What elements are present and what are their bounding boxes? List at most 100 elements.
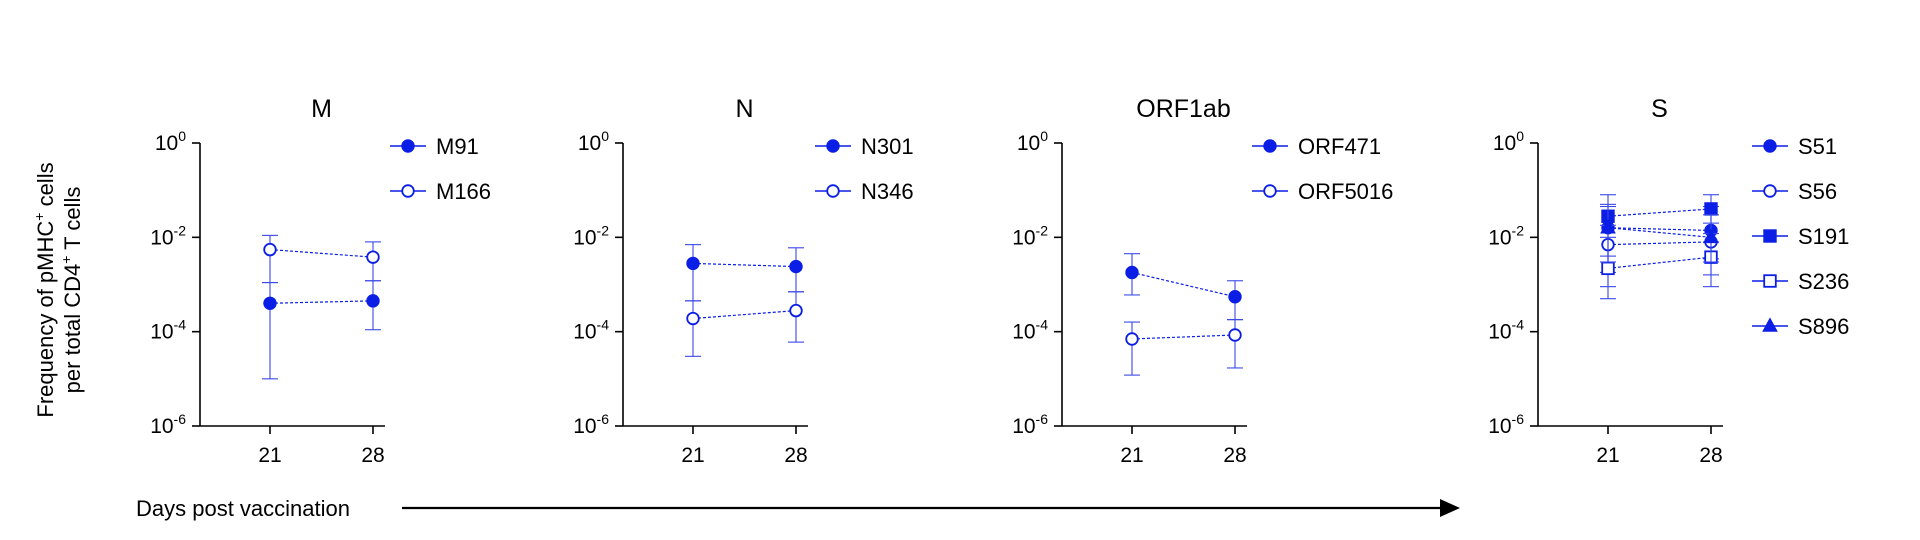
y-label-line2-sup: + (58, 256, 74, 264)
legend-marker (1263, 139, 1277, 153)
series-s896 (1600, 205, 1719, 263)
x-tick-label: 28 (361, 444, 384, 467)
y-tick-label: 100 (1017, 128, 1048, 155)
series-line (1131, 271, 1236, 298)
legend-marker (1763, 139, 1777, 153)
data-point (1228, 328, 1242, 342)
data-point (263, 296, 277, 310)
series-line (692, 309, 797, 320)
legend-label: ORF471 (1298, 134, 1381, 159)
y-tick-label: 10-2 (573, 222, 609, 249)
y-tick-label: 100 (1493, 128, 1524, 155)
y-tick-label: 10-6 (573, 411, 609, 438)
series-line (1607, 241, 1712, 246)
x-tick-label: 21 (258, 444, 281, 467)
y-tick-label: 10-6 (1012, 411, 1048, 438)
panel-n: N 100 10-2 10-4 10-6 21 28 N301 N346 (573, 95, 913, 467)
legend-marker (1763, 184, 1777, 198)
y-label-line2: per total CD4 (60, 264, 85, 394)
legend-item-s56: S56 (1752, 179, 1837, 204)
legend-marker (401, 139, 415, 153)
data-point (1601, 261, 1615, 276)
x-tick-label: 28 (1223, 444, 1246, 467)
series-line (1607, 256, 1712, 269)
x-tick-label: 21 (681, 444, 704, 467)
panel-title: S (1651, 95, 1668, 123)
data-point (366, 294, 380, 308)
legend-marker (1762, 317, 1778, 332)
legend-label: S191 (1798, 224, 1849, 249)
legend-label: N346 (861, 179, 914, 204)
data-point (1125, 332, 1139, 346)
series-s191 (1600, 194, 1719, 257)
x-tick-label: 21 (1120, 444, 1143, 467)
y-label-line1: Frequency of pMHC (33, 221, 58, 418)
y-tick-label: 10-6 (1488, 411, 1524, 438)
series-line (692, 262, 797, 268)
y-tick-label: 100 (578, 128, 609, 155)
x-tick-label: 21 (1596, 444, 1619, 467)
legend-item-s191: S191 (1752, 224, 1849, 249)
x-tick-label: 28 (784, 444, 807, 467)
legend-label: S56 (1798, 179, 1837, 204)
data-point (1704, 202, 1718, 216)
legend-item-n346: N346 (815, 179, 914, 204)
series-line (269, 248, 374, 258)
series-line (1607, 227, 1712, 238)
panel-title: ORF1ab (1136, 95, 1230, 123)
y-label-line1-end: cells (33, 162, 58, 212)
panel-title: N (735, 95, 753, 123)
data-point (366, 250, 380, 264)
data-point (789, 303, 803, 318)
panel-s: S 100 10-2 10-4 10-6 21 28 S51 S56 S191 S236 S896 (1488, 95, 1849, 467)
series-orf471 (1124, 253, 1243, 321)
legend-marker (401, 184, 415, 198)
legend-label: S236 (1798, 269, 1849, 294)
series-line (1607, 208, 1712, 217)
legend-label: M91 (436, 134, 479, 159)
legend-item-s51: S51 (1752, 134, 1837, 159)
legend-item-s896: S896 (1752, 314, 1849, 339)
data-point (686, 256, 700, 271)
y-tick-label: 10-2 (1012, 222, 1048, 249)
y-label-line2-end: T cells (60, 187, 85, 256)
data-point (1600, 219, 1616, 234)
legend-item-n301: N301 (815, 134, 914, 159)
legend-label: S51 (1798, 134, 1837, 159)
legend-label: S896 (1798, 314, 1849, 339)
panel-orf1ab: ORF1ab 100 10-2 10-4 10-6 21 28 ORF471 ORF5016 (1012, 95, 1393, 467)
legend-item-m91: M91 (390, 134, 479, 159)
series-line (1607, 227, 1712, 232)
series-line (269, 300, 374, 304)
svg-text:Frequency of pMHC+ cells: Frequency of pMHC+ cells (31, 162, 58, 417)
legend-label: ORF5016 (1298, 179, 1393, 204)
series-orf5016 (1124, 319, 1243, 376)
x-axis-label: Days post vaccination (136, 496, 350, 521)
series-m166 (262, 234, 381, 284)
y-tick-label: 10-4 (150, 317, 186, 344)
series-n301 (685, 244, 804, 302)
series-m91 (262, 280, 381, 380)
data-point (789, 259, 803, 274)
chart-panels: M 100 10-2 10-4 10-6 21 28 M91 M166 N 100 10-2 10-4 1… (150, 95, 1849, 467)
legend-label: N301 (861, 134, 914, 159)
series-n346 (685, 291, 804, 357)
data-point (1228, 290, 1242, 304)
svg-text:per total CD4+ T cells: per total CD4+ T cells (58, 187, 85, 394)
y-label-line1-sup: + (31, 213, 47, 221)
data-point (686, 311, 700, 326)
x-tick-label: 28 (1699, 444, 1722, 467)
x-axis-arrow-head (1440, 499, 1460, 517)
y-axis-label: Frequency of pMHC+ cells per total CD4+ … (31, 162, 85, 417)
legend-item-m166: M166 (390, 179, 491, 204)
data-point (1125, 265, 1139, 280)
panel-m: M 100 10-2 10-4 10-6 21 28 M91 M166 (150, 95, 491, 467)
data-point (1703, 228, 1719, 244)
legend-label: M166 (436, 179, 491, 204)
legend-marker (1763, 229, 1777, 243)
legend-item-s236: S236 (1752, 269, 1849, 294)
legend-marker (826, 139, 840, 153)
y-tick-label: 100 (155, 128, 186, 155)
legend-item-orf5016: ORF5016 (1252, 179, 1393, 204)
data-point (263, 242, 277, 257)
